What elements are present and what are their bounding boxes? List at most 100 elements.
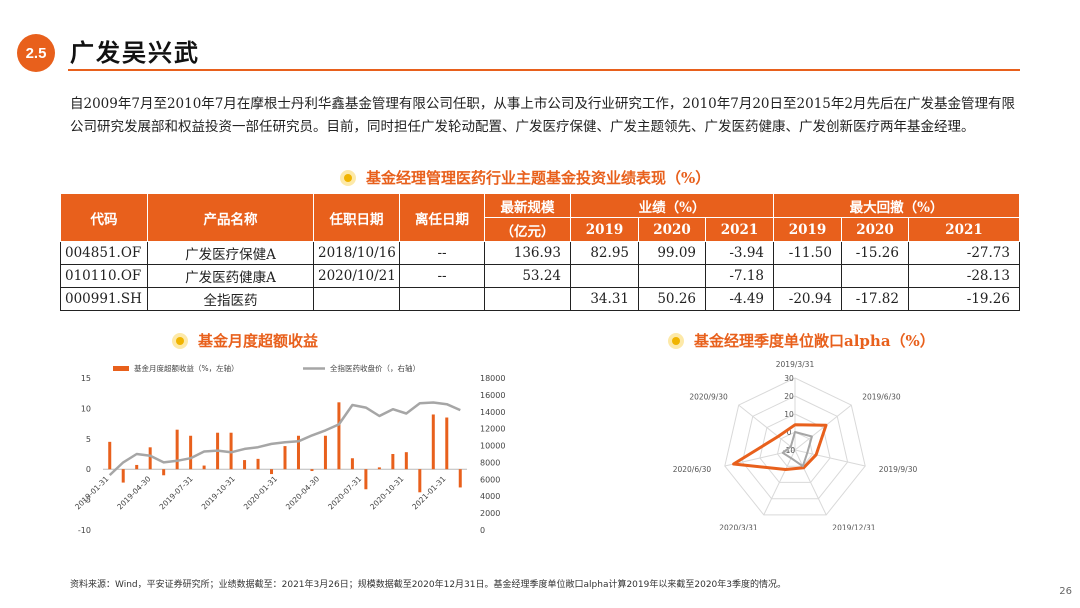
y-right-tick: 18000	[480, 374, 505, 383]
cell-scale	[484, 287, 571, 311]
radar-spoke	[794, 404, 852, 451]
cell-end	[399, 287, 485, 311]
header-performance: 业绩（%）	[570, 193, 774, 218]
cell-dd: -28.13	[908, 264, 1020, 288]
y-left-tick: -5	[83, 496, 91, 505]
radar-spoke	[738, 404, 796, 451]
left-chart-heading: 基金月度超额收益	[172, 330, 318, 351]
bar-excess-return	[162, 469, 166, 476]
y-right-tick: 12000	[480, 425, 505, 434]
legend-bar-swatch	[113, 366, 129, 371]
radar-tick-label: 0	[787, 428, 792, 437]
bar-excess-return	[364, 469, 368, 490]
performance-table: 代码 产品名称 任职日期 离任日期 最新规模 业绩（%） 最大回撤（%） （亿元…	[60, 193, 1020, 311]
monthly-excess-return-chart: 基金月度超额收益（%，左轴） 全指医药收盘价（，右轴） 15 10 5 0 -5 -10 180…	[73, 363, 505, 535]
cell-perf: 50.26	[638, 287, 706, 311]
bar-excess-return	[270, 469, 274, 475]
x-tick-label: 2020-04-30	[284, 474, 321, 511]
header-max-drawdown: 最大回撤（%）	[773, 193, 1020, 218]
cell-perf: -3.94	[705, 241, 774, 265]
y-left-tick: -10	[78, 526, 91, 535]
header-scale-unit: （亿元）	[484, 217, 571, 242]
page-number: 26	[1059, 586, 1072, 597]
radar-series-line	[732, 423, 828, 471]
bar-excess-return	[135, 464, 139, 470]
bar-excess-return	[108, 441, 112, 470]
cell-start: 2020/10/21	[313, 264, 400, 288]
legend-line-label: 全指医药收盘价（，右轴）	[330, 363, 420, 373]
cell-perf	[570, 264, 639, 288]
cell-end: --	[399, 264, 485, 288]
radar-axis-label: 2020/6/30	[673, 465, 712, 474]
y-left-tick: 15	[81, 374, 91, 383]
line-index-close	[108, 401, 461, 477]
bar-excess-return	[283, 446, 287, 470]
radar-tick-label: -10	[783, 446, 795, 455]
cell-name: 全指医药	[147, 287, 314, 311]
bullet-icon	[172, 332, 188, 349]
right-chart-heading: 基金经理季度单位敞口alpha（%）	[668, 330, 935, 351]
cell-dd: -17.82	[841, 287, 909, 311]
cell-name: 广发医疗保健A	[147, 241, 314, 265]
radar-grid-ring	[741, 395, 849, 500]
cell-start	[313, 287, 400, 311]
x-tick-label: 2019-01-31	[73, 474, 110, 511]
cell-dd: -20.94	[773, 287, 842, 311]
radar-axis-label: 2020/3/31	[719, 524, 758, 531]
legend-bar-label: 基金月度超额收益（%，左轴）	[134, 363, 239, 373]
y-right-tick: 0	[480, 526, 485, 535]
bar-excess-return	[202, 465, 206, 470]
bar-excess-return	[431, 414, 435, 470]
x-tick-label: 2019-10-31	[200, 474, 237, 511]
table-section-heading: 基金经理管理医药行业主题基金投资业绩表现（%）	[340, 167, 710, 188]
header-code: 代码	[60, 193, 148, 242]
radar-axis-label: 2019/9/30	[879, 465, 918, 474]
bar-excess-return	[243, 460, 247, 470]
source-footnote: 资料来源：Wind，平安证券研究所；业绩数据截至：2021年3月26日；规模数据…	[70, 580, 786, 590]
left-chart-title: 基金月度超额收益	[198, 332, 319, 350]
y-right-tick: 16000	[480, 391, 505, 400]
quarterly-alpha-radar-chart: 30 20 10 0 -10 2019/3/31 2019/6/30 2019/9/30 201…	[673, 360, 918, 531]
radar-grid-ring	[724, 377, 866, 516]
cell-perf: -4.49	[705, 287, 774, 311]
cell-perf: 99.09	[638, 241, 706, 265]
radar-tick-label: 30	[784, 374, 794, 383]
y-right-tick: 2000	[480, 509, 500, 518]
cell-perf: 82.95	[570, 241, 639, 265]
cell-end: --	[399, 241, 485, 265]
header-dd-year: 2020	[841, 217, 909, 242]
radar-tick-label: 20	[784, 392, 794, 401]
bullet-icon	[340, 169, 356, 186]
table-row: 000991.SH 全指医药 34.31 50.26 -4.49 -20.94 …	[60, 287, 1020, 311]
cell-name: 广发医药健康A	[147, 264, 314, 288]
radar-series-line	[781, 431, 813, 468]
header-perf-year: 2021	[705, 217, 774, 242]
cell-dd	[773, 264, 842, 288]
cell-dd: -27.73	[908, 241, 1020, 265]
bar-excess-return	[256, 458, 260, 470]
x-tick-label: 2019-07-31	[158, 474, 195, 511]
x-tick-label: 2021-01-31	[410, 474, 447, 511]
radar-axis-label: 2019/12/31	[832, 524, 875, 531]
bar-excess-return	[175, 429, 179, 470]
bar-excess-return	[418, 469, 422, 493]
radar-spoke	[794, 449, 827, 516]
cell-dd: -11.50	[773, 241, 842, 265]
cell-scale: 136.93	[484, 241, 571, 265]
page-title: 广发吴兴武	[70, 38, 200, 67]
y-right-tick: 10000	[480, 442, 505, 451]
section-number-badge: 2.5	[17, 34, 55, 72]
y-right-tick: 6000	[480, 475, 500, 484]
cell-perf: 34.31	[570, 287, 639, 311]
bar-excess-return	[377, 467, 381, 470]
y-left-tick: 0	[86, 465, 91, 474]
x-tick-label: 2020-01-31	[242, 474, 279, 511]
y-right-tick: 14000	[480, 408, 505, 417]
bar-excess-return	[391, 454, 395, 470]
cell-code: 000991.SH	[60, 287, 148, 311]
header-dd-year: 2019	[773, 217, 842, 242]
table-row: 010110.OF 广发医药健康A 2020/10/21 -- 53.24 -7…	[60, 264, 1020, 288]
bar-excess-return	[310, 469, 314, 472]
bar-excess-return	[189, 435, 193, 470]
cell-dd	[841, 264, 909, 288]
